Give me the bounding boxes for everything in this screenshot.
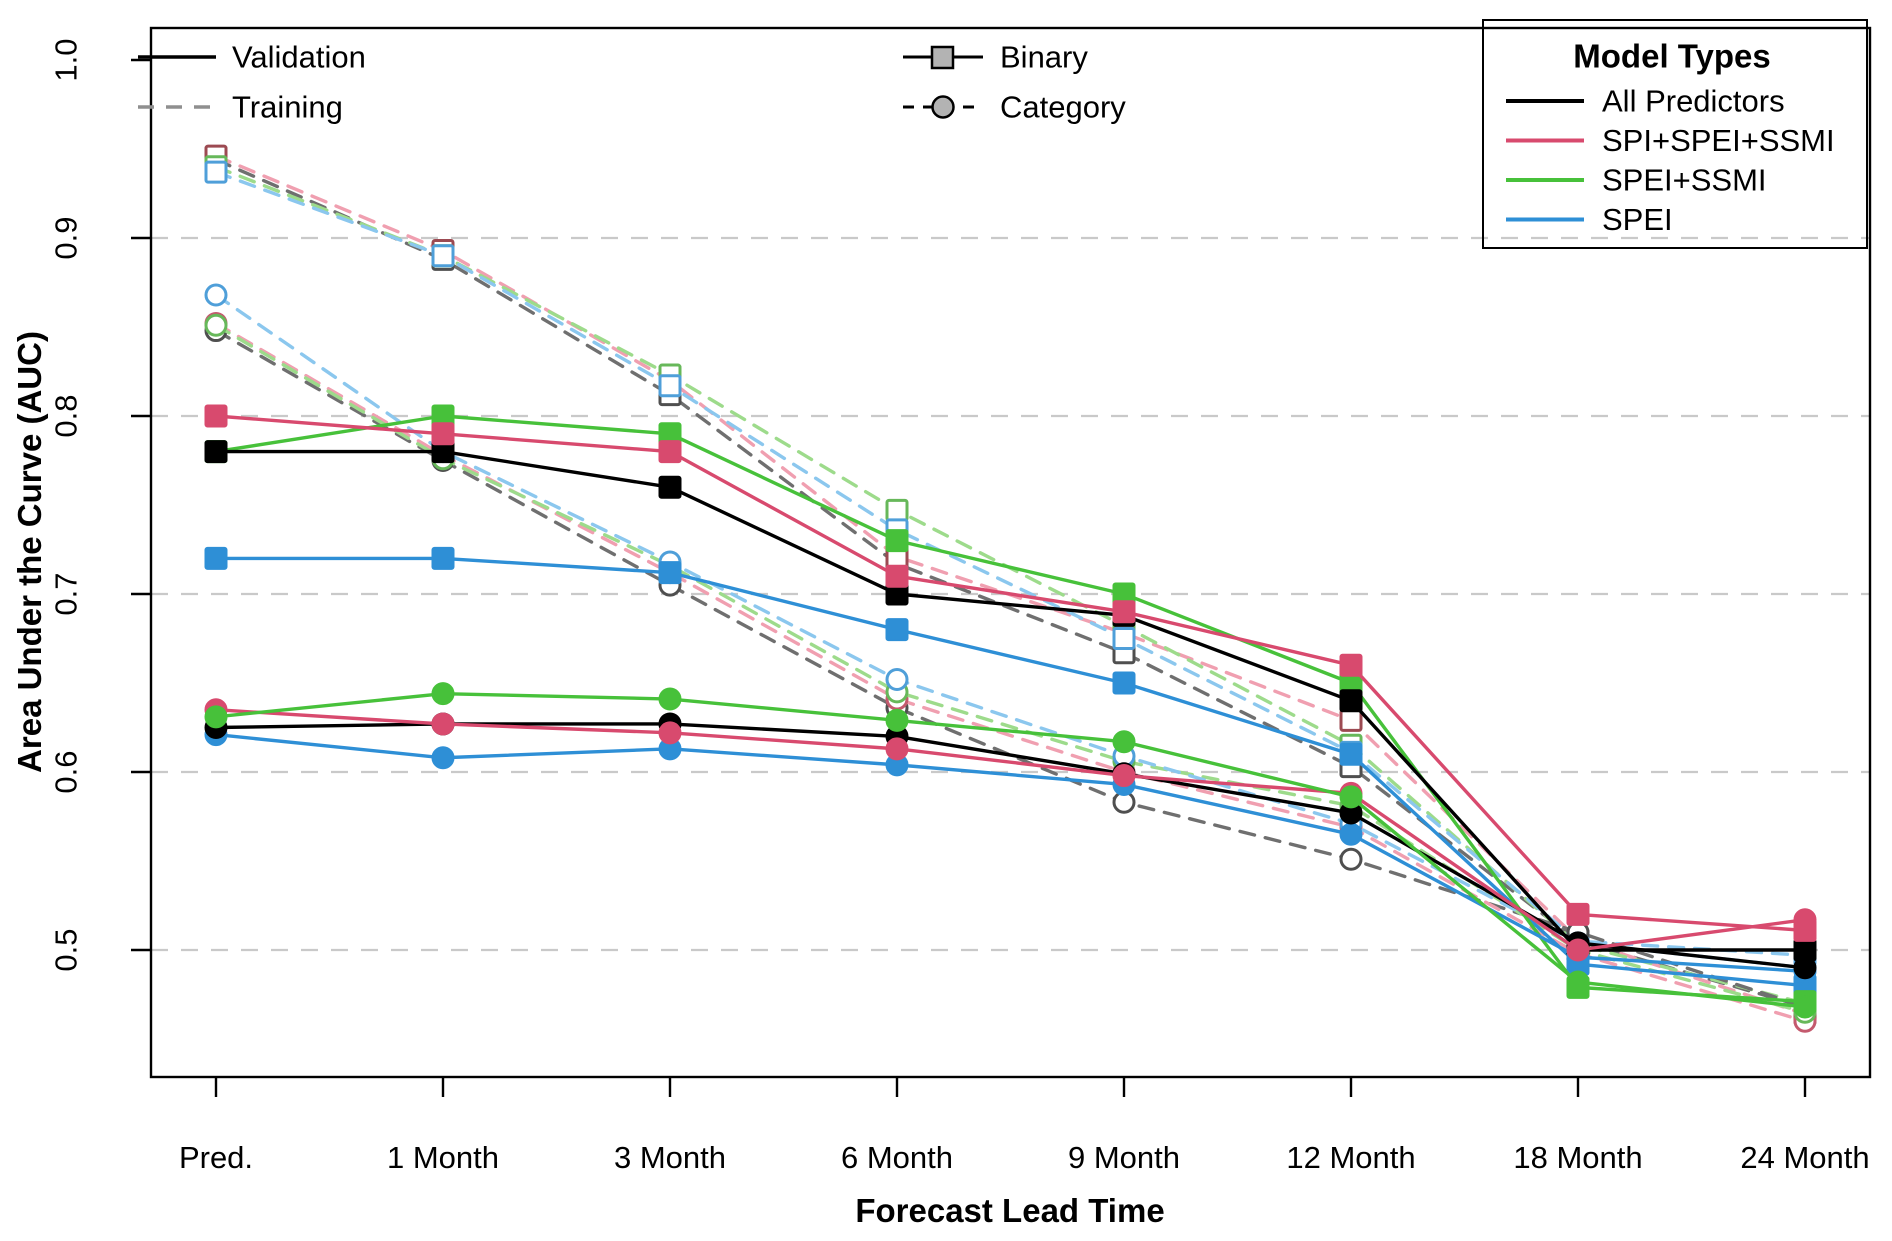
legend-model-label: All Predictors: [1602, 84, 1785, 119]
data-point-validation-category-spei-ssmi: [1339, 785, 1363, 809]
legend-markerstyle-label: Category: [1000, 90, 1126, 125]
data-point-training-binary-spei: [658, 374, 682, 398]
data-point-validation-binary-spi-spei-ssmi: [431, 422, 455, 446]
data-point-validation-category-spi-spei-ssmi: [1112, 764, 1136, 788]
model-types-legend-box: [1482, 19, 1868, 249]
series-line-validation-category-spei: [214, 732, 1807, 974]
legend-markerstyle-label: Binary: [1000, 40, 1088, 75]
series-line-validation-binary-spi-spei-ssmi: [214, 414, 1807, 933]
data-point-validation-category-spi-spei-ssmi: [885, 737, 909, 761]
data-point-validation-binary-spei: [1339, 742, 1363, 766]
data-point-validation-category-spei-ssmi: [658, 687, 682, 711]
data-point-validation-binary-all-predictors: [658, 475, 682, 499]
data-point-validation-category-spei-ssmi: [885, 708, 909, 732]
legend-model-label: SPEI+SSMI: [1602, 163, 1767, 198]
legend-square-marker-icon: [930, 45, 955, 70]
data-point-validation-binary-spi-spei-ssmi: [1566, 902, 1590, 926]
data-point-validation-category-spei-ssmi: [204, 705, 228, 729]
series-line-validation-binary-spei: [214, 556, 1807, 988]
data-point-training-binary-spei: [204, 160, 228, 184]
data-point-validation-binary-all-predictors: [204, 440, 228, 464]
data-point-validation-binary-spi-spei-ssmi: [1112, 600, 1136, 624]
y-tick-label: 0.7: [49, 572, 84, 615]
data-point-validation-category-spei: [1339, 822, 1363, 846]
x-axis-title: Forecast Lead Time: [855, 1192, 1165, 1229]
y-tick-label: 0.9: [49, 216, 84, 259]
y-axis-title: Area Under the Curve (AUC): [11, 331, 48, 773]
x-tick-label: 6 Month: [841, 1140, 953, 1175]
data-point-validation-category-spei-ssmi: [431, 682, 455, 706]
data-point-validation-binary-spei: [1112, 671, 1136, 695]
series-line-training-category-spei: [214, 293, 1807, 970]
y-tick-label: 1.0: [49, 38, 84, 81]
legend-linestyle-label: Validation: [232, 40, 366, 75]
series-line-training-category-spei-ssmi: [214, 323, 1807, 1014]
y-tick-label: 0.6: [49, 750, 84, 793]
x-tick-label: 3 Month: [614, 1140, 726, 1175]
legend-model-label: SPI+SPEI+SSMI: [1602, 123, 1835, 158]
x-tick-label: Pred.: [179, 1140, 253, 1175]
legend-linestyle-label: Training: [232, 90, 343, 125]
data-point-validation-binary-spei: [885, 618, 909, 642]
series-line-validation-binary-all-predictors: [214, 449, 1807, 952]
data-point-validation-binary-all-predictors: [1339, 689, 1363, 713]
x-tick-label: 1 Month: [387, 1140, 499, 1175]
data-point-validation-category-spi-spei-ssmi: [431, 712, 455, 736]
data-point-validation-binary-spei: [204, 546, 228, 570]
data-point-training-category-spei: [204, 283, 228, 307]
data-point-validation-binary-spi-spei-ssmi: [885, 564, 909, 588]
x-tick-label: 12 Month: [1286, 1140, 1415, 1175]
data-point-training-category-spei-ssmi: [204, 313, 228, 337]
data-point-validation-binary-spi-spei-ssmi: [658, 440, 682, 464]
data-point-validation-binary-spi-spei-ssmi: [1339, 653, 1363, 677]
series-line-training-binary-all-predictors: [214, 157, 1807, 1009]
data-point-validation-category-spei: [431, 746, 455, 770]
data-point-training-binary-spi-spei-ssmi: [1339, 708, 1363, 732]
data-point-validation-binary-spei-ssmi: [885, 529, 909, 553]
x-tick-label: 18 Month: [1513, 1140, 1642, 1175]
legend-model-label: SPEI: [1602, 202, 1673, 237]
legend-circle-marker-icon: [931, 95, 955, 119]
y-tick-label: 0.8: [49, 394, 84, 437]
y-tick-label: 0.5: [49, 928, 84, 971]
data-point-validation-category-spei-ssmi: [1793, 995, 1817, 1019]
data-point-validation-category-spi-spei-ssmi: [1566, 938, 1590, 962]
data-point-training-binary-spei: [1112, 627, 1136, 650]
data-point-training-category-all-predictors: [1339, 847, 1363, 871]
data-point-validation-binary-spei: [658, 561, 682, 585]
data-point-training-binary-spei-ssmi: [885, 498, 909, 522]
data-point-validation-binary-spei: [431, 546, 455, 570]
series-line-training-category-spi-spei-ssmi: [214, 321, 1807, 1023]
data-point-validation-category-spei-ssmi: [1112, 730, 1136, 754]
data-point-training-binary-spei: [431, 244, 455, 268]
data-point-validation-category-spei-ssmi: [1566, 970, 1590, 994]
data-point-validation-category-spi-spei-ssmi: [1793, 908, 1817, 932]
plot-border: [149, 26, 1872, 1079]
data-point-training-category-spei: [885, 667, 909, 691]
model-types-legend-title: Model Types: [1573, 38, 1770, 75]
series-line-validation-category-spi-spei-ssmi: [214, 708, 1807, 952]
data-point-validation-category-spi-spei-ssmi: [658, 721, 682, 745]
series-line-validation-category-spei-ssmi: [214, 691, 1807, 1009]
x-tick-label: 9 Month: [1068, 1140, 1180, 1175]
data-point-validation-binary-spi-spei-ssmi: [204, 404, 228, 428]
data-point-validation-category-all-predictors: [1793, 956, 1817, 980]
x-tick-label: 24 Month: [1740, 1140, 1869, 1175]
